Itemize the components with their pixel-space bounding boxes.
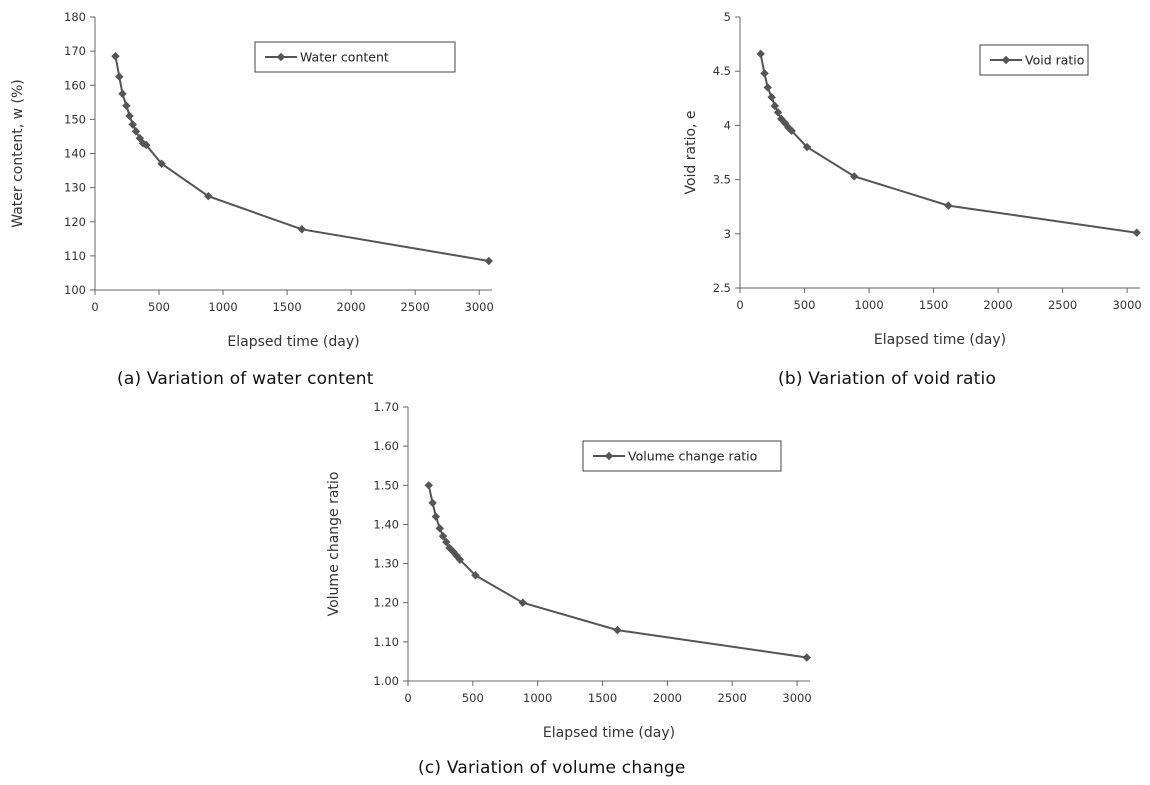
data-point-marker [115, 72, 124, 81]
data-point-marker [118, 89, 127, 98]
x-tick-label: 1000 [854, 298, 883, 312]
y-axis-title: Water content, w (%) [10, 79, 26, 227]
y-tick-label: 1.70 [373, 400, 399, 414]
data-point-marker [111, 52, 120, 61]
x-tick-label: 0 [404, 691, 411, 705]
y-tick-label: 1.10 [373, 635, 399, 649]
data-point-marker [452, 551, 461, 560]
x-tick-label: 2500 [1048, 298, 1077, 312]
data-point-marker [125, 111, 134, 121]
y-tick-label: 4.5 [713, 64, 731, 78]
y-tick-label: 110 [64, 249, 86, 263]
y-tick-label: 3.5 [713, 173, 731, 187]
legend-marker-swatch [1001, 55, 1011, 65]
legend-label: Void ratio [1025, 53, 1084, 68]
y-tick-label: 5 [724, 10, 731, 24]
y-tick-label: 1.50 [373, 478, 399, 492]
data-point-marker [142, 140, 151, 150]
x-tick-label: 3000 [1112, 298, 1141, 312]
water-content-chart: 100 110 120 130 140 150 160 170 180 0 500 1000 1500 2… [10, 10, 494, 350]
legend-marker-swatch [276, 52, 286, 62]
data-point-marker [784, 123, 793, 132]
data-point-marker [802, 142, 812, 152]
x-tick-label: 500 [462, 691, 484, 705]
data-point-marker [435, 524, 444, 533]
data-point-marker [756, 49, 765, 59]
x-tick-label: 3000 [465, 300, 494, 314]
x-tick-label: 2000 [983, 298, 1012, 312]
volume-change-chart: 1.00 1.10 1.20 1.30 1.40 1.50 1.60 1.70 0 500 1000… [326, 400, 812, 741]
data-point-marker [428, 498, 437, 508]
legend-label: Water content [300, 50, 389, 65]
x-axis-title: Elapsed time (day) [543, 725, 675, 741]
x-tick-label: 0 [91, 300, 98, 314]
y-tick-label: 4 [724, 118, 731, 132]
x-tick-label: 2500 [718, 691, 747, 705]
x-tick-label: 2500 [401, 300, 430, 314]
chart-panel-water-content: 100 110 120 130 140 150 160 170 180 0 500 1000 1500 2… [0, 0, 520, 362]
legend-marker-swatch [604, 451, 614, 461]
x-axis-title: Elapsed time (day) [227, 334, 359, 350]
y-tick-label: 1.00 [373, 674, 399, 688]
y-tick-label: 130 [64, 181, 86, 195]
data-point-marker [484, 256, 493, 266]
x-tick-label: 1500 [588, 691, 617, 705]
void-ratio-chart: 2.5 3 3.5 4 4.5 5 0 500 1000 1500 2000 2500 3000 Elap… [683, 10, 1142, 348]
y-tick-label: 180 [64, 10, 86, 24]
chart-panel-volume-change: 1.00 1.10 1.20 1.30 1.40 1.50 1.60 1.70 0 500 1000… [320, 395, 820, 747]
x-tick-label: 3000 [782, 691, 811, 705]
data-point-marker [204, 191, 213, 201]
caption-water-content: (a) Variation of water content [117, 369, 374, 389]
chart-panel-void-ratio: 2.5 3 3.5 4 4.5 5 0 500 1000 1500 2000 2500 3000 Elap… [640, 0, 1150, 362]
data-point-marker [431, 512, 441, 521]
x-axis-title: Elapsed time (day) [874, 332, 1006, 348]
y-tick-label: 150 [64, 112, 86, 126]
data-point-marker [442, 537, 451, 547]
y-tick-label: 3 [724, 227, 731, 241]
x-tick-label: 500 [148, 300, 170, 314]
data-point-marker [518, 598, 527, 607]
data-point-marker [157, 159, 166, 168]
y-tick-label: 1.20 [373, 596, 399, 610]
data-point-marker [613, 625, 622, 635]
x-tick-label: 1000 [208, 300, 237, 314]
x-tick-label: 2000 [336, 300, 365, 314]
data-point-marker [297, 225, 307, 234]
data-point-marker [767, 93, 776, 102]
y-tick-label: 140 [64, 147, 86, 161]
data-point-marker [128, 120, 137, 129]
y-axis-title: Volume change ratio [326, 472, 342, 617]
data-point-marker [802, 653, 811, 662]
y-tick-label: 120 [64, 215, 86, 229]
y-tick-label: 1.40 [373, 517, 399, 531]
x-tick-label: 1000 [523, 691, 552, 705]
x-tick-label: 500 [794, 298, 816, 312]
data-point-marker [773, 108, 783, 117]
y-tick-label: 1.30 [373, 557, 399, 571]
data-point-marker [424, 481, 433, 490]
x-tick-label: 0 [736, 298, 743, 312]
x-tick-label: 2000 [653, 691, 682, 705]
data-point-marker [131, 127, 141, 136]
x-tick-label: 1500 [919, 298, 948, 312]
data-point-marker [1132, 228, 1141, 237]
data-point-marker [944, 201, 953, 210]
y-tick-label: 170 [64, 44, 86, 58]
data-point-marker [760, 69, 769, 78]
y-tick-label: 1.60 [373, 439, 399, 453]
y-axis-title: Void ratio, e [683, 110, 699, 194]
y-tick-label: 100 [64, 283, 86, 297]
y-tick-label: 2.5 [713, 281, 731, 295]
x-tick-label: 1500 [272, 300, 301, 314]
data-point-marker [122, 101, 131, 110]
legend-label: Volume change ratio [628, 449, 757, 464]
data-point-marker [763, 83, 772, 92]
y-tick-label: 160 [64, 78, 86, 92]
caption-volume-change: (c) Variation of volume change [418, 758, 686, 778]
caption-void-ratio: (b) Variation of void ratio [778, 369, 997, 389]
